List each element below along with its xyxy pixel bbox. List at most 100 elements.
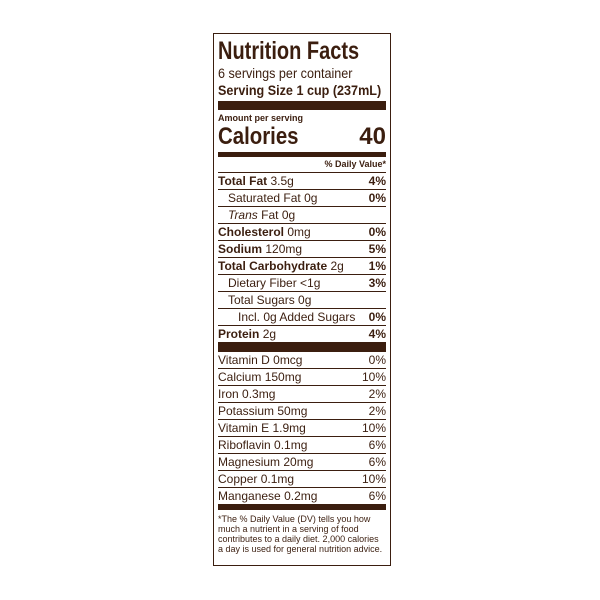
nutrient: Incl. 0g Added Sugars — [218, 309, 355, 325]
nutrient-name: Dietary Fiber — [228, 276, 297, 290]
daily-value: 1% — [368, 259, 386, 273]
nutrient-amount: 50mg — [277, 404, 308, 418]
nutrient-name: Potassium — [218, 404, 275, 418]
nutrient-name: Fat — [261, 208, 279, 222]
nutrient-name: Vitamin E — [218, 421, 270, 435]
nutrient-row: Iron 0.3mg 2% — [218, 386, 386, 403]
nutrient: Dietary Fiber <1g — [218, 275, 320, 291]
nutrient-amount: 0.3mg — [242, 387, 276, 401]
nutrient: Potassium 50mg — [218, 403, 307, 419]
daily-value: 3% — [368, 276, 386, 290]
nutrient-row: Magnesium 20mg 6% — [218, 454, 386, 471]
divider — [218, 101, 386, 110]
nutrient-row: Copper 0.1mg 10% — [218, 471, 386, 488]
daily-value: 2% — [368, 387, 386, 401]
vitamins: Vitamin D 0mcg 0% Calcium 150mg 10% Iron 0.3… — [218, 352, 386, 505]
daily-value: 6% — [368, 455, 386, 469]
nutrient-amount: <1g — [300, 276, 321, 290]
nutrient-amount: 0mcg — [273, 353, 303, 367]
nutrient-amount: 0.1mg — [274, 438, 308, 452]
nutrient-name: Sodium — [218, 242, 262, 256]
nutrition-label: Nutrition Facts 6 servings per container… — [213, 33, 391, 566]
nutrient-row: Vitamin D 0mcg 0% — [218, 352, 386, 369]
nutrient-amount: 150mg — [264, 370, 302, 384]
nutrient: Cholesterol 0mg — [218, 224, 311, 240]
nutrient-amount: 20mg — [283, 455, 314, 469]
nutrient: Copper 0.1mg — [218, 471, 294, 487]
daily-value: 6% — [368, 489, 386, 503]
nutrient-row: Manganese 0.2mg 6% — [218, 488, 386, 505]
title: Nutrition Facts — [218, 37, 360, 65]
calories-value: 40 — [359, 123, 386, 150]
nutrient-name: Vitamin D — [218, 353, 270, 367]
daily-value: 10% — [361, 472, 386, 486]
serving-size: Serving Size 1 cup (237mL) — [218, 82, 381, 99]
nutrient-row: Potassium 50mg 2% — [218, 403, 386, 420]
nutrient-amount: 120mg — [265, 242, 303, 256]
nutrient-row: Total Sugars 0g — [218, 292, 386, 309]
nutrient-name: Manganese — [218, 489, 281, 503]
nutrient-name: Protein — [218, 327, 260, 341]
nutrient-row: Total Carbohydrate 2g 1% — [218, 258, 386, 275]
nutrient: Iron 0.3mg — [218, 386, 275, 402]
daily-value: 10% — [361, 370, 386, 384]
dv-header: % Daily Value* — [218, 157, 386, 173]
nutrient-amount: 0.2mg — [284, 489, 318, 503]
nutrient-amount: 2g — [330, 259, 344, 273]
divider — [218, 152, 386, 157]
nutrient-row: Calcium 150mg 10% — [218, 369, 386, 386]
nutrient: Total Fat 3.5g — [218, 173, 294, 189]
nutrient-amount: 0.1mg — [260, 472, 295, 486]
serving-size-label: Serving Size — [218, 82, 293, 98]
nutrient-name: Incl. 0g Added Sugars — [238, 310, 356, 324]
daily-value: 0% — [368, 310, 386, 324]
nutrient-name: Total Fat — [218, 174, 268, 188]
nutrient-name: Magnesium — [218, 455, 281, 469]
nutrient: Manganese 0.2mg — [218, 488, 317, 504]
nutrient: Protein 2g — [218, 326, 276, 342]
nutrient-name: Cholesterol — [218, 225, 285, 239]
amount-per-serving: Amount per serving — [218, 113, 304, 123]
nutrient: Trans Fat 0g — [218, 207, 295, 223]
daily-value: 4% — [368, 327, 386, 341]
nutrient-amount: 2g — [262, 327, 277, 341]
divider — [218, 505, 386, 510]
nutrient-row: Saturated Fat 0g 0% — [218, 190, 386, 207]
nutrient-row: Dietary Fiber <1g 3% — [218, 275, 386, 292]
nutrient-row: Riboflavin 0.1mg 6% — [218, 437, 386, 454]
nutrient-amount: 3.5g — [270, 174, 294, 188]
footnote: *The % Daily Value (DV) tells you how mu… — [218, 514, 383, 554]
calories-row: Calories 40 — [218, 124, 386, 150]
divider — [218, 342, 386, 352]
nutrient-row: Cholesterol 0mg 0% — [218, 224, 386, 241]
nutrient-name: Iron — [218, 387, 239, 401]
nutrient-amount: 0g — [298, 293, 312, 307]
nutrient-name: Saturated Fat — [228, 191, 301, 205]
nutrient: Vitamin D 0mcg — [218, 352, 302, 368]
daily-value: 0% — [368, 225, 386, 239]
nutrient-amount: 0g — [281, 208, 296, 222]
nutrient-amount: 0mg — [287, 225, 311, 239]
nutrient-row: Trans Fat 0g — [218, 207, 386, 224]
nutrient-name: Riboflavin — [218, 438, 271, 452]
serving-size-amount: 1 cup (237mL) — [296, 82, 382, 98]
daily-value: 5% — [368, 242, 386, 256]
nutrient-amount: 1.9mg — [272, 421, 306, 435]
servings: 6 servings per container — [218, 65, 353, 81]
daily-value: 0% — [368, 353, 386, 367]
nutrient-row: Sodium 120mg 5% — [218, 241, 386, 258]
nutrient-name: Calcium — [218, 370, 262, 384]
nutrient-amount: 0g — [304, 191, 318, 205]
nutrient: Magnesium 20mg — [218, 454, 313, 470]
nutrient: Vitamin E 1.9mg — [218, 420, 306, 436]
nutrient-name: Total Carbohydrate — [218, 259, 328, 273]
calories-label: Calories — [218, 123, 299, 150]
nutrient: Total Sugars 0g — [218, 292, 311, 308]
nutrient: Calcium 150mg — [218, 369, 301, 385]
nutrient-name: Total Sugars — [228, 293, 295, 307]
nutrient-row: Incl. 0g Added Sugars 0% — [218, 309, 386, 326]
nutrient-row: Vitamin E 1.9mg 10% — [218, 420, 386, 437]
daily-value: 6% — [368, 438, 386, 452]
nutrient-row: Protein 2g 4% — [218, 326, 386, 342]
